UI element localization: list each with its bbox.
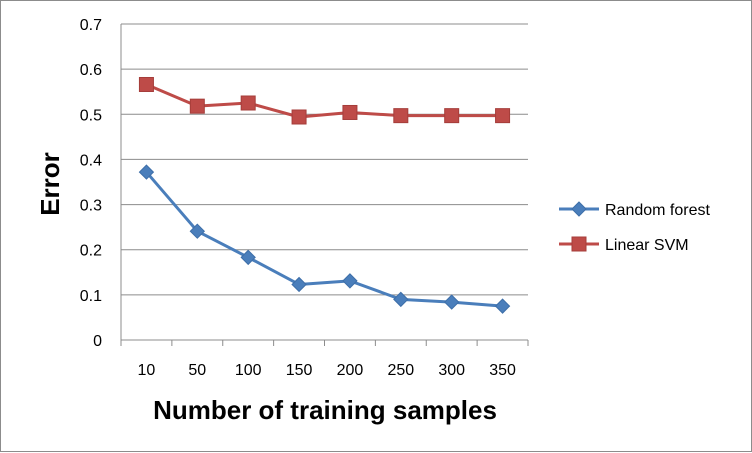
y-tick-labels: 0 0.1 0.2 0.3 0.4 0.5 0.6 0.7: [80, 17, 102, 350]
data-point-linear-svm: [138, 76, 154, 92]
legend-item-random-forest: Random forest: [559, 201, 710, 219]
gridlines: [121, 23, 528, 296]
x-tick-label: 350: [489, 362, 516, 379]
y-tick-label: 0.1: [80, 288, 102, 305]
legend-marker-random-forest: [571, 201, 587, 217]
data-point-random-forest: [393, 291, 409, 308]
data-point-random-forest: [342, 273, 358, 289]
data-point-random-forest: [494, 298, 511, 314]
x-tick-label: 50: [188, 362, 206, 379]
legend-marker-linear-svm: [571, 236, 587, 252]
x-tick-label: 150: [286, 362, 313, 379]
data-point-linear-svm: [291, 109, 307, 125]
data-point-random-forest: [443, 294, 460, 310]
series-random-forest: [138, 164, 511, 314]
data-point-linear-svm: [189, 98, 205, 114]
data-point-linear-svm: [495, 108, 511, 124]
data-point-random-forest: [240, 249, 256, 266]
x-axis-title: Number of training samples: [153, 395, 497, 425]
data-point-linear-svm: [393, 108, 409, 124]
x-tick-label: 200: [337, 362, 364, 379]
y-tick-label: 0.4: [80, 152, 102, 169]
legend-item-linear-svm: Linear SVM: [559, 236, 689, 254]
legend-label-random-forest: Random forest: [605, 202, 710, 219]
x-tick-label: 100: [235, 362, 262, 379]
data-point-linear-svm: [240, 95, 256, 111]
x-tick-label: 300: [438, 362, 465, 379]
x-tick-label: 10: [138, 362, 156, 379]
y-tick-label: 0: [93, 333, 102, 350]
data-point-random-forest: [189, 223, 206, 239]
y-tick-label: 0.3: [80, 198, 102, 215]
axes: [120, 24, 529, 346]
data-point-random-forest: [138, 164, 155, 180]
series-lines: [138, 76, 511, 314]
series-line-random-forest: [145, 171, 503, 308]
y-tick-label: 0.5: [80, 107, 102, 124]
y-tick-label: 0.2: [80, 243, 102, 260]
data-point-linear-svm: [444, 108, 460, 124]
x-tick-label: 250: [387, 362, 414, 379]
legend-label-linear-svm: Linear SVM: [605, 237, 689, 254]
series-linear-svm: [138, 76, 511, 125]
y-axis-title: Error: [35, 152, 65, 216]
data-point-linear-svm: [342, 104, 358, 120]
y-tick-label: 0.6: [80, 62, 102, 79]
legend: Random forest Linear SVM: [559, 201, 710, 254]
x-tick-labels: 10 50 100 150 200 250 300 350: [138, 362, 516, 379]
data-point-random-forest: [291, 276, 307, 293]
series-line-linear-svm: [145, 83, 503, 119]
y-tick-label: 0.7: [80, 17, 102, 34]
